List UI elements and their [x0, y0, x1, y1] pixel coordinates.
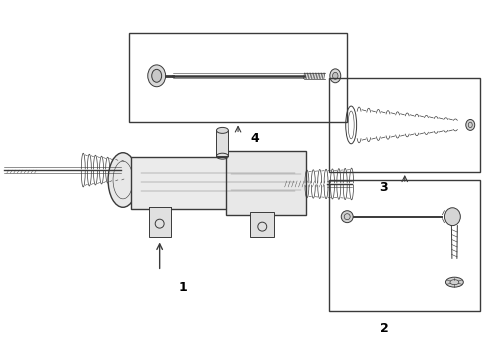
Ellipse shape — [108, 153, 138, 207]
Ellipse shape — [445, 277, 464, 287]
Ellipse shape — [217, 127, 228, 133]
Text: 4: 4 — [250, 132, 259, 145]
Ellipse shape — [341, 211, 353, 222]
Bar — [329, 180, 480, 311]
Text: 2: 2 — [380, 322, 388, 336]
Bar — [226, 151, 306, 215]
Bar — [131, 157, 305, 209]
Bar — [250, 212, 274, 237]
Ellipse shape — [330, 69, 341, 83]
Ellipse shape — [152, 69, 162, 82]
Bar — [329, 78, 480, 172]
Bar — [129, 33, 347, 122]
Ellipse shape — [444, 208, 460, 226]
Bar — [149, 207, 171, 237]
Ellipse shape — [466, 120, 475, 130]
Bar — [217, 130, 228, 156]
Ellipse shape — [148, 65, 166, 87]
Ellipse shape — [333, 72, 338, 79]
Text: 1: 1 — [178, 281, 187, 294]
Text: 3: 3 — [380, 181, 388, 194]
